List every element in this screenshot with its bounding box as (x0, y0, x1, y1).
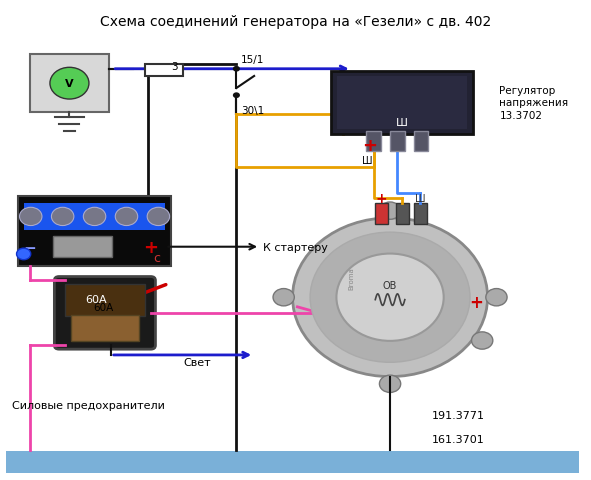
Bar (30, 55, 109, 113)
Bar (24, 204, 165, 230)
Text: +: + (469, 293, 483, 312)
Bar (145, 65, 183, 77)
Circle shape (336, 254, 444, 341)
Bar (6, 451, 579, 473)
Text: V: V (65, 79, 74, 89)
Bar (337, 77, 467, 130)
Text: −: − (23, 240, 36, 256)
Circle shape (115, 208, 138, 226)
Text: 191.3771: 191.3771 (431, 410, 485, 420)
Text: ОВ: ОВ (383, 281, 397, 290)
Text: Ш: Ш (396, 118, 408, 127)
Bar (375, 203, 388, 225)
Circle shape (472, 332, 493, 349)
Bar (18, 197, 171, 266)
FancyBboxPatch shape (54, 277, 155, 349)
Text: К стартеру: К стартеру (263, 242, 328, 252)
Bar (414, 203, 427, 225)
Text: Ш: Ш (362, 156, 373, 166)
Circle shape (273, 289, 294, 306)
Bar (53, 236, 112, 258)
Text: 60А: 60А (93, 302, 113, 312)
Bar (396, 203, 409, 225)
Circle shape (379, 203, 401, 220)
Circle shape (486, 289, 507, 306)
Text: +: + (362, 137, 377, 155)
Text: 3: 3 (171, 62, 178, 72)
Text: 60А: 60А (85, 294, 106, 304)
Text: 15/1: 15/1 (241, 55, 265, 65)
Bar (71, 315, 139, 341)
Text: Свет: Свет (183, 358, 211, 367)
Circle shape (17, 249, 31, 260)
Circle shape (51, 208, 74, 226)
Circle shape (233, 67, 240, 72)
Text: Силовые предохранители: Силовые предохранители (12, 401, 165, 410)
Circle shape (233, 93, 240, 99)
Text: Схема соединений генератора на «Гезели» с дв. 402: Схема соединений генератора на «Гезели» … (100, 14, 491, 29)
Circle shape (147, 208, 170, 226)
FancyBboxPatch shape (331, 72, 473, 134)
Bar (414, 132, 428, 151)
Circle shape (50, 68, 89, 100)
Text: 30\1: 30\1 (241, 106, 264, 115)
Circle shape (20, 208, 42, 226)
Text: Регулятор
напряжения
13.3702: Регулятор напряжения 13.3702 (499, 86, 569, 120)
Text: +: + (376, 192, 388, 205)
Circle shape (83, 208, 106, 226)
Text: с: с (153, 251, 160, 264)
Bar (390, 132, 405, 151)
Text: Broma: Broma (348, 267, 354, 290)
Text: +: + (143, 238, 158, 256)
Text: Ш: Ш (415, 193, 426, 204)
Bar (366, 132, 381, 151)
Circle shape (293, 218, 488, 377)
Bar (65, 284, 145, 316)
Circle shape (379, 375, 401, 393)
Text: 161.3701: 161.3701 (431, 434, 484, 444)
Circle shape (310, 233, 470, 362)
